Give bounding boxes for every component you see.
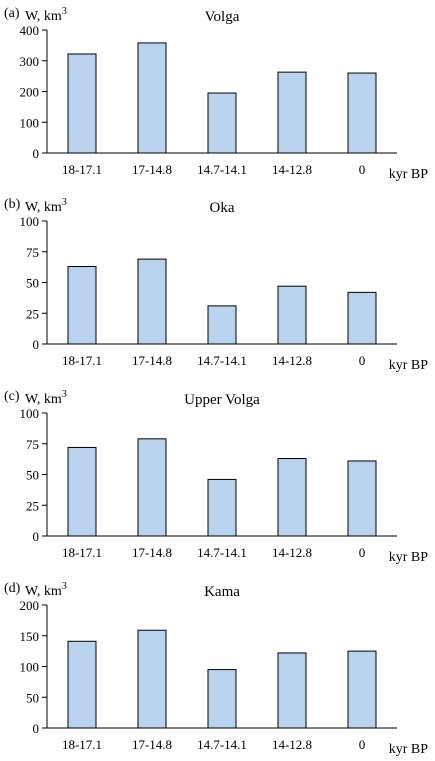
bar-3 — [207, 478, 237, 537]
x-tick-label: 14.7-14.1 — [197, 162, 247, 177]
panel-label: (c) — [4, 389, 20, 404]
bar-2 — [137, 42, 167, 154]
x-tick-label: 18-17.1 — [62, 162, 102, 177]
y-axis-label: W, km3 — [25, 389, 67, 407]
x-tick-label: 14-12.8 — [272, 545, 312, 560]
y-tick-label: 50 — [26, 468, 39, 483]
x-tick-label: 0 — [359, 737, 366, 752]
bar-1 — [67, 640, 97, 729]
bar-2 — [137, 258, 167, 345]
bar-2 — [137, 629, 167, 729]
chart-title: Kama — [204, 584, 240, 600]
y-tick-label: 300 — [20, 54, 40, 69]
y-tick-label: 50 — [26, 690, 39, 705]
chart-title: Volga — [205, 9, 240, 25]
bar-1 — [67, 53, 97, 154]
x-tick-label: 14.7-14.1 — [197, 353, 247, 368]
chart-panel-3: (c) W, km3 Upper Volga 0 25 50 75 100 18-17.1 17-… — [4, 389, 428, 565]
y-tick-label: 100 — [20, 115, 40, 130]
chart-panel-1: (a) W, km3 Volga 0 100 200 300 400 18-17.1 17-14.… — [4, 6, 428, 182]
x-tick-label: 14.7-14.1 — [197, 737, 247, 752]
bar-4 — [277, 652, 307, 729]
y-tick-label: 200 — [20, 598, 40, 613]
y-tick-label: 100 — [20, 214, 40, 229]
x-axis-label: kyr BP — [389, 742, 429, 757]
x-tick-label: 0 — [359, 545, 366, 560]
panel-label: (d) — [4, 581, 21, 596]
x-axis-label: kyr BP — [389, 358, 429, 373]
bar-1 — [67, 266, 97, 345]
y-axis-label: W, km3 — [25, 581, 67, 599]
bar-5 — [347, 291, 377, 345]
y-tick-label: 200 — [20, 85, 40, 100]
bar-4 — [277, 285, 307, 345]
x-tick-label: 14-12.8 — [272, 737, 312, 752]
bar-3 — [207, 305, 237, 345]
y-axis-label: W, km3 — [25, 6, 67, 24]
bar-5 — [347, 460, 377, 537]
panel-label: (a) — [4, 6, 20, 21]
y-tick-label: 400 — [20, 23, 40, 38]
x-tick-label: 17-14.8 — [132, 353, 172, 368]
y-tick-label: 0 — [33, 529, 40, 544]
y-tick-label: 0 — [33, 721, 40, 736]
bar-1 — [67, 446, 97, 537]
x-tick-label: 18-17.1 — [62, 545, 102, 560]
bar-3 — [207, 669, 237, 729]
x-tick-label: 14.7-14.1 — [197, 545, 247, 560]
x-tick-label: 0 — [359, 353, 366, 368]
y-tick-label: 25 — [26, 498, 39, 513]
bar-5 — [347, 650, 377, 729]
bar-3 — [207, 92, 237, 154]
x-tick-label: 18-17.1 — [62, 737, 102, 752]
bar-4 — [277, 458, 307, 537]
x-axis-label: kyr BP — [389, 550, 429, 565]
x-tick-label: 14-12.8 — [272, 353, 312, 368]
panel-label: (b) — [4, 197, 21, 212]
x-tick-label: 17-14.8 — [132, 737, 172, 752]
x-tick-label: 17-14.8 — [132, 162, 172, 177]
chart-panel-4: (d) W, km3 Kama 0 50 100 150 200 18-17.1 17-14.8 1… — [4, 581, 428, 757]
chart-title: Oka — [210, 200, 235, 216]
x-tick-label: 0 — [359, 162, 366, 177]
y-tick-label: 100 — [20, 660, 40, 675]
y-tick-label: 0 — [33, 337, 40, 352]
bar-5 — [347, 72, 377, 154]
y-tick-label: 75 — [26, 245, 39, 260]
x-tick-label: 18-17.1 — [62, 353, 102, 368]
y-tick-label: 150 — [20, 629, 40, 644]
y-tick-label: 50 — [26, 276, 39, 291]
y-tick-label: 75 — [26, 437, 39, 452]
chart-title: Upper Volga — [184, 392, 260, 408]
chart-panel-2: (b) W, km3 Oka 0 25 50 75 100 18-17.1 17-14.8 14.7… — [4, 197, 428, 373]
y-tick-label: 100 — [20, 406, 40, 421]
y-tick-label: 25 — [26, 306, 39, 321]
y-tick-label: 0 — [33, 146, 40, 161]
x-tick-label: 14-12.8 — [272, 162, 312, 177]
x-axis-label: kyr BP — [389, 167, 429, 182]
x-tick-label: 17-14.8 — [132, 545, 172, 560]
bar-4 — [277, 71, 307, 154]
bar-2 — [137, 438, 167, 537]
y-axis-label: W, km3 — [25, 197, 67, 215]
